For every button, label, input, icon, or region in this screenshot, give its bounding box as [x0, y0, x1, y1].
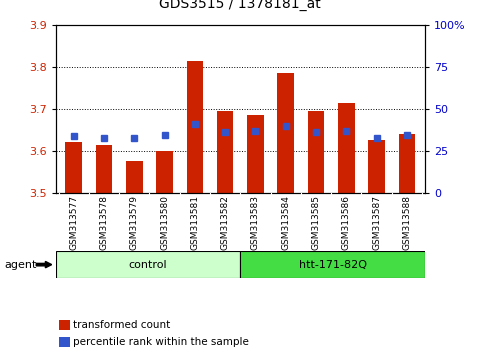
Bar — [308, 111, 325, 193]
Bar — [247, 115, 264, 193]
Bar — [398, 134, 415, 193]
Bar — [186, 61, 203, 193]
Bar — [277, 73, 294, 193]
Bar — [217, 111, 233, 193]
Text: GSM313583: GSM313583 — [251, 195, 260, 250]
Text: GSM313584: GSM313584 — [281, 195, 290, 250]
Text: GSM313588: GSM313588 — [402, 195, 412, 250]
Text: GSM313579: GSM313579 — [130, 195, 139, 250]
Bar — [126, 161, 142, 193]
Bar — [56, 251, 241, 278]
Bar — [65, 143, 82, 193]
Text: transformed count: transformed count — [73, 320, 170, 330]
Text: GSM313582: GSM313582 — [221, 195, 229, 250]
Text: htt-171-82Q: htt-171-82Q — [298, 259, 367, 270]
Text: GSM313580: GSM313580 — [160, 195, 169, 250]
Text: GSM313585: GSM313585 — [312, 195, 321, 250]
Bar — [59, 337, 70, 347]
Bar — [96, 144, 113, 193]
Bar — [59, 320, 70, 330]
Bar — [338, 103, 355, 193]
Text: GSM313587: GSM313587 — [372, 195, 381, 250]
Bar — [368, 141, 385, 193]
Text: GSM313578: GSM313578 — [99, 195, 109, 250]
Text: GDS3515 / 1378181_at: GDS3515 / 1378181_at — [159, 0, 321, 11]
Text: GSM313581: GSM313581 — [190, 195, 199, 250]
Text: control: control — [128, 259, 167, 270]
Text: GSM313586: GSM313586 — [342, 195, 351, 250]
Text: percentile rank within the sample: percentile rank within the sample — [73, 337, 249, 347]
Bar — [156, 151, 173, 193]
Bar — [241, 251, 425, 278]
Text: agent: agent — [5, 259, 37, 270]
Text: GSM313577: GSM313577 — [69, 195, 78, 250]
